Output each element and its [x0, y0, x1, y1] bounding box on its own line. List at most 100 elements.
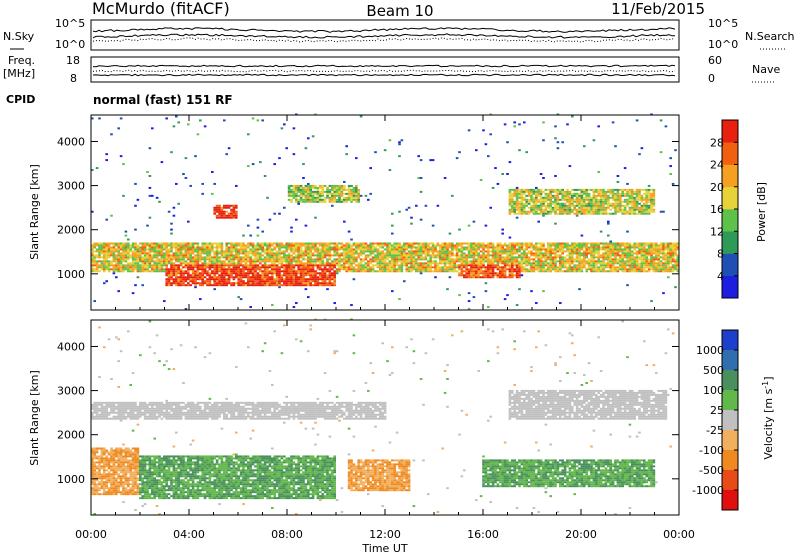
heatmap-cell [523, 209, 526, 211]
heatmap-cell [206, 284, 209, 286]
heatmap-cell [170, 270, 173, 272]
heatmap-cell [209, 244, 212, 246]
heatmap-cell [636, 264, 639, 266]
heatmap-cell [511, 203, 514, 205]
heatmap-cell [297, 272, 300, 274]
heatmap-cell [211, 243, 214, 245]
heatmap-cell [633, 252, 636, 254]
heatmap-cell [235, 270, 238, 272]
heatmap-cell [549, 193, 552, 195]
heatmap-cell [660, 252, 663, 254]
heatmap-cell [329, 268, 332, 270]
heatmap-cell [180, 262, 183, 264]
heatmap-cell [134, 284, 137, 286]
heatmap-cell [98, 244, 101, 246]
heatmap-cell [343, 187, 346, 189]
heatmap-cell [588, 213, 591, 215]
heatmap-cell [293, 243, 296, 245]
heatmap-cell [645, 266, 648, 268]
heatmap-cell [648, 197, 651, 199]
heatmap-cell [264, 270, 267, 272]
heatmap-cell [588, 189, 591, 191]
heatmap-cell [590, 258, 593, 260]
heatmap-cell [307, 191, 310, 193]
heatmap-cell [122, 254, 125, 256]
heatmap-cell [319, 191, 322, 193]
heatmap-cell [420, 244, 423, 246]
heatmap-cell [237, 244, 240, 246]
heatmap-cell [542, 270, 545, 272]
heatmap-cell [583, 193, 586, 195]
heatmap-cell [499, 268, 502, 270]
heatmap-cell [636, 262, 639, 264]
heatmap-cell [165, 266, 168, 268]
heatmap-cell [564, 246, 567, 248]
heatmap-cell [434, 260, 437, 262]
heatmap-cell [545, 195, 548, 197]
heatmap-cell [487, 254, 490, 256]
heatmap-cell [153, 260, 156, 262]
heatmap-cell [192, 243, 195, 245]
heatmap-cell [657, 262, 660, 264]
heatmap-cell [204, 246, 207, 248]
heatmap-cell [389, 139, 392, 141]
heatmap-cell [624, 260, 627, 262]
heatmap-cell [341, 193, 344, 195]
heatmap-cell [645, 201, 648, 203]
heatmap-cell [129, 268, 132, 270]
heatmap-cell [165, 250, 168, 252]
heatmap-cell [653, 197, 656, 199]
heatmap-cell [350, 246, 353, 248]
heatmap-cell [182, 276, 185, 278]
heatmap-cell [117, 258, 120, 260]
heatmap-cell [134, 252, 137, 254]
heatmap-cell [561, 243, 564, 245]
heatmap-cell [216, 284, 219, 286]
heatmap-cell [175, 278, 178, 280]
heatmap-cell [470, 268, 473, 270]
heatmap-cell [271, 252, 274, 254]
heatmap-cell [319, 266, 322, 268]
heatmap-cell [638, 189, 641, 191]
heatmap-cell [609, 252, 612, 254]
heatmap-cell [595, 203, 598, 205]
heatmap-cell [569, 252, 572, 254]
heatmap-cell [381, 243, 384, 245]
heatmap-cell [629, 209, 632, 211]
heatmap-cell [614, 145, 617, 147]
heatmap-cell [437, 254, 440, 256]
heatmap-cell [177, 278, 180, 280]
heatmap-cell [573, 243, 576, 245]
heatmap-cell [369, 270, 372, 272]
heatmap-cell [139, 260, 142, 262]
heatmap-cell [273, 284, 276, 286]
heatmap-cell [271, 268, 274, 270]
heatmap-cell [230, 244, 233, 246]
heatmap-cell [168, 252, 171, 254]
heatmap-cell [333, 197, 336, 199]
heatmap-cell [631, 195, 634, 197]
heatmap-cell [113, 248, 116, 250]
heatmap-cell [557, 250, 560, 252]
heatmap-cell [223, 274, 226, 276]
heatmap-cell [415, 254, 418, 256]
heatmap-cell [288, 260, 291, 262]
heatmap-cell [468, 274, 471, 276]
heatmap-cell [293, 246, 296, 248]
heatmap-cell [437, 244, 440, 246]
heatmap-cell [333, 185, 336, 187]
heatmap-cell [540, 197, 543, 199]
heatmap-cell [336, 250, 339, 252]
heatmap-cell [554, 264, 557, 266]
heatmap-cell [441, 256, 444, 258]
heatmap-cell [533, 264, 536, 266]
heatmap-cell [132, 243, 135, 245]
heatmap-cell [569, 211, 572, 213]
heatmap-cell [228, 217, 231, 219]
heatmap-cell [516, 268, 519, 270]
heatmap-cell [348, 246, 351, 248]
heatmap-cell [408, 256, 411, 258]
heatmap-cell [161, 243, 164, 245]
heatmap-cell [201, 274, 204, 276]
heatmap-cell [566, 199, 569, 201]
